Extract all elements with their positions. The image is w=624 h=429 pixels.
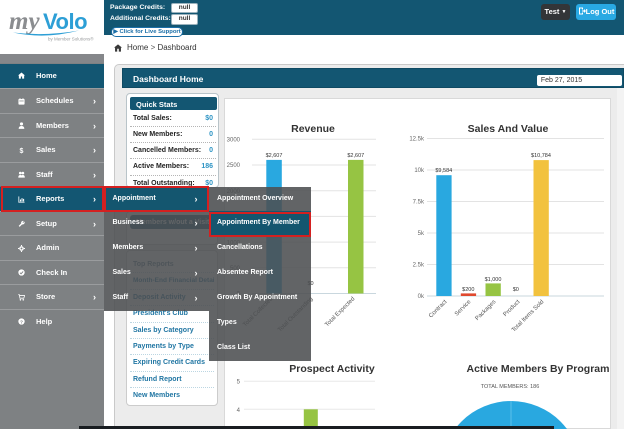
svg-text:$10,784: $10,784 bbox=[531, 153, 551, 159]
svg-text:$0: $0 bbox=[513, 287, 519, 293]
svg-text:my: my bbox=[9, 8, 40, 35]
svg-text:5: 5 bbox=[237, 380, 241, 386]
svg-text:Total Expected: Total Expected bbox=[324, 296, 356, 328]
svg-text:Volo: Volo bbox=[43, 9, 87, 34]
svg-text:$2,607: $2,607 bbox=[347, 153, 364, 159]
svg-text:TOTAL MEMBERS: 186: TOTAL MEMBERS: 186 bbox=[481, 384, 540, 390]
svg-text:5k: 5k bbox=[418, 231, 425, 237]
svg-text:0k: 0k bbox=[418, 294, 425, 300]
svg-text:$0: $0 bbox=[307, 281, 313, 287]
svg-text:Product: Product bbox=[503, 299, 522, 318]
svg-text:12.5k: 12.5k bbox=[409, 137, 425, 143]
svg-text:10k: 10k bbox=[414, 168, 425, 174]
svg-text:$: $ bbox=[20, 147, 24, 153]
svg-text:Contract: Contract bbox=[428, 299, 449, 320]
svg-text:Service: Service bbox=[454, 299, 473, 318]
svg-text:$2,607: $2,607 bbox=[266, 153, 283, 159]
svg-text:$200: $200 bbox=[462, 287, 474, 293]
svg-text:4: 4 bbox=[237, 408, 241, 414]
svg-text:Sales And Value: Sales And Value bbox=[468, 123, 549, 135]
svg-text:?: ? bbox=[20, 319, 23, 325]
svg-text:2500: 2500 bbox=[227, 163, 241, 169]
svg-text:$1,000: $1,000 bbox=[485, 277, 502, 283]
svg-text:Packages: Packages bbox=[475, 299, 498, 322]
svg-text:$9,584: $9,584 bbox=[435, 168, 452, 174]
svg-text:7.5k: 7.5k bbox=[413, 200, 425, 206]
svg-text:Prospect Activity: Prospect Activity bbox=[289, 363, 375, 375]
svg-text:Active Members By Program: Active Members By Program bbox=[467, 363, 610, 375]
svg-text:by Member Solutions®: by Member Solutions® bbox=[48, 36, 94, 42]
svg-text:2.5k: 2.5k bbox=[413, 263, 425, 269]
svg-text:Revenue: Revenue bbox=[291, 123, 335, 135]
svg-text:3000: 3000 bbox=[227, 138, 241, 144]
